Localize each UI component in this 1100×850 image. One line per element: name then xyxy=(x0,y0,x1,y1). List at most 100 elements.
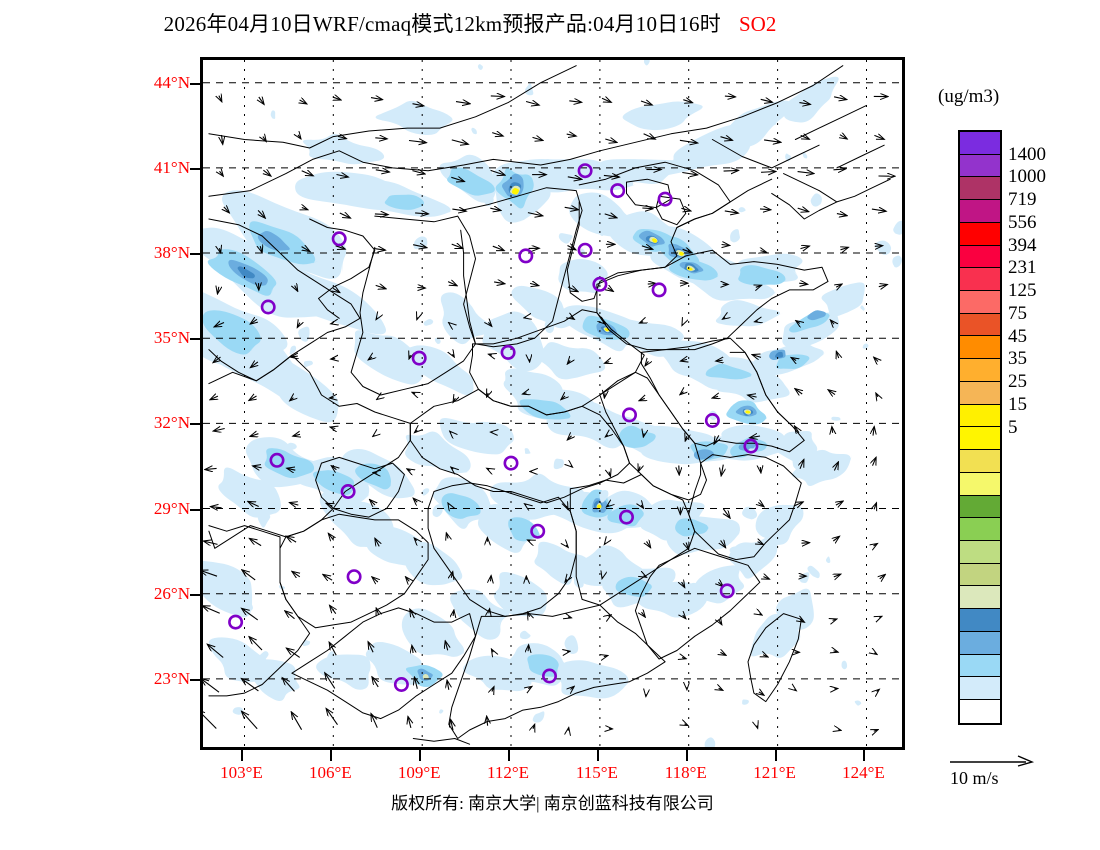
city-marker-13[interactable] xyxy=(743,438,759,454)
city-marker-15[interactable] xyxy=(269,452,285,468)
colorbar-band-19[interactable] xyxy=(960,563,1000,587)
colorbar-band-18[interactable] xyxy=(960,540,1000,564)
colorbar-band-4[interactable] xyxy=(960,222,1000,246)
wind-arrow xyxy=(841,247,849,249)
wind-arrow xyxy=(302,208,308,210)
city-marker-9[interactable] xyxy=(500,344,516,360)
conc-plume-low-60 xyxy=(401,608,467,657)
wind-arrow xyxy=(567,246,576,250)
city-marker-22[interactable] xyxy=(393,676,409,692)
conc-speckle-28 xyxy=(652,580,660,586)
city-marker-19[interactable] xyxy=(719,583,735,599)
city-marker-3[interactable] xyxy=(518,248,534,264)
city-marker-2[interactable] xyxy=(657,191,673,207)
wind-arrow xyxy=(332,466,337,470)
y-axis-tick-44: 44°N xyxy=(153,72,190,92)
wind-arrow xyxy=(833,97,846,100)
colorbar-band-20[interactable] xyxy=(960,586,1000,610)
wind-arrow xyxy=(834,651,838,652)
wind-arrow xyxy=(834,574,841,577)
city-marker-7[interactable] xyxy=(260,299,276,315)
map-plot-area[interactable] xyxy=(200,57,905,750)
conc-core-db-6 xyxy=(237,266,255,279)
colorbar-band-12[interactable] xyxy=(960,404,1000,428)
city-marker-6[interactable] xyxy=(592,276,608,292)
city-marker-16[interactable] xyxy=(340,483,356,499)
colorbar-band-24[interactable] xyxy=(960,677,1000,700)
city-marker-18[interactable] xyxy=(530,523,546,539)
conc-core-yellow-6 xyxy=(597,504,602,509)
wind-arrow xyxy=(603,322,605,324)
city-marker-20[interactable] xyxy=(346,569,362,585)
colorbar-band-23[interactable] xyxy=(960,654,1000,678)
city-marker-5[interactable] xyxy=(331,231,347,247)
wind-arrow xyxy=(487,716,488,726)
colorbar-band-11[interactable] xyxy=(960,381,1000,405)
wind-arrow xyxy=(214,429,225,432)
city-marker-10[interactable] xyxy=(651,282,667,298)
colorbar-band-21[interactable] xyxy=(960,609,1000,632)
wind-arrow xyxy=(681,359,687,361)
wind-arrow xyxy=(800,135,810,139)
colorbar-band-0[interactable] xyxy=(960,132,1000,155)
colorbar-band-8[interactable] xyxy=(960,313,1000,337)
wind-arrow xyxy=(451,467,453,469)
wind-arrow xyxy=(755,321,758,322)
wind-arrow xyxy=(450,431,451,432)
colorbar-band-14[interactable] xyxy=(960,450,1000,473)
city-marker-12[interactable] xyxy=(621,407,637,423)
wind-arrow xyxy=(719,620,722,625)
colorbar-band-1[interactable] xyxy=(960,154,1000,178)
wind-arrow xyxy=(871,209,886,211)
wind-arrow xyxy=(286,536,297,542)
city-marker-21[interactable] xyxy=(228,614,244,630)
city-marker-0[interactable] xyxy=(577,163,593,179)
conc-speckle-11 xyxy=(738,207,747,213)
boundary-jiangxi xyxy=(569,474,696,606)
y-axis-tick-29: 29°N xyxy=(153,498,190,518)
conc-plume-low-14 xyxy=(783,76,839,123)
wind-arrow xyxy=(491,576,492,582)
wind-arrow xyxy=(759,209,771,210)
city-marker-1[interactable] xyxy=(610,183,626,199)
wind-arrow xyxy=(566,134,576,136)
city-marker-11[interactable] xyxy=(704,412,720,428)
wind-arrow xyxy=(242,679,259,692)
wind-arrow xyxy=(260,246,262,252)
wind-arrow xyxy=(203,710,217,729)
colorbar-band-13[interactable] xyxy=(960,427,1000,451)
wind-arrow xyxy=(375,539,379,547)
city-marker-8[interactable] xyxy=(411,350,427,366)
wind-arrow xyxy=(453,354,455,357)
wind-arrow xyxy=(642,208,652,209)
wind-arrow xyxy=(760,251,766,253)
wind-arrow xyxy=(377,398,378,399)
colorbar-band-5[interactable] xyxy=(960,245,1000,269)
colorbar-band-25[interactable] xyxy=(960,699,1000,723)
colorbar-band-17[interactable] xyxy=(960,518,1000,541)
colorbar-band-9[interactable] xyxy=(960,336,1000,360)
wind-arrow xyxy=(799,283,807,284)
boundary-liaodong-coast xyxy=(783,173,891,203)
x-axis-tick-121: 121°E xyxy=(753,763,796,782)
wind-arrow xyxy=(874,653,876,655)
city-marker-14[interactable] xyxy=(503,455,519,471)
x-axis-tick-109: 109°E xyxy=(397,763,441,782)
colorbar[interactable] xyxy=(958,130,1002,725)
colorbar-band-6[interactable] xyxy=(960,268,1000,292)
colorbar-band-7[interactable] xyxy=(960,291,1000,314)
colorbar-band-2[interactable] xyxy=(960,177,1000,201)
colorbar-band-15[interactable] xyxy=(960,472,1000,496)
wind-arrow xyxy=(605,362,610,364)
city-marker-17[interactable] xyxy=(618,509,634,525)
wind-arrow xyxy=(492,649,494,652)
colorbar-band-16[interactable] xyxy=(960,495,1000,519)
city-marker-layer[interactable] xyxy=(228,163,759,692)
wind-arrow xyxy=(213,357,220,362)
colorbar-band-3[interactable] xyxy=(960,200,1000,223)
colorbar-band-22[interactable] xyxy=(960,631,1000,655)
title-species-label: SO2 xyxy=(738,12,777,36)
colorbar-band-10[interactable] xyxy=(960,359,1000,382)
city-marker-23[interactable] xyxy=(541,668,557,684)
city-marker-4[interactable] xyxy=(577,242,593,258)
